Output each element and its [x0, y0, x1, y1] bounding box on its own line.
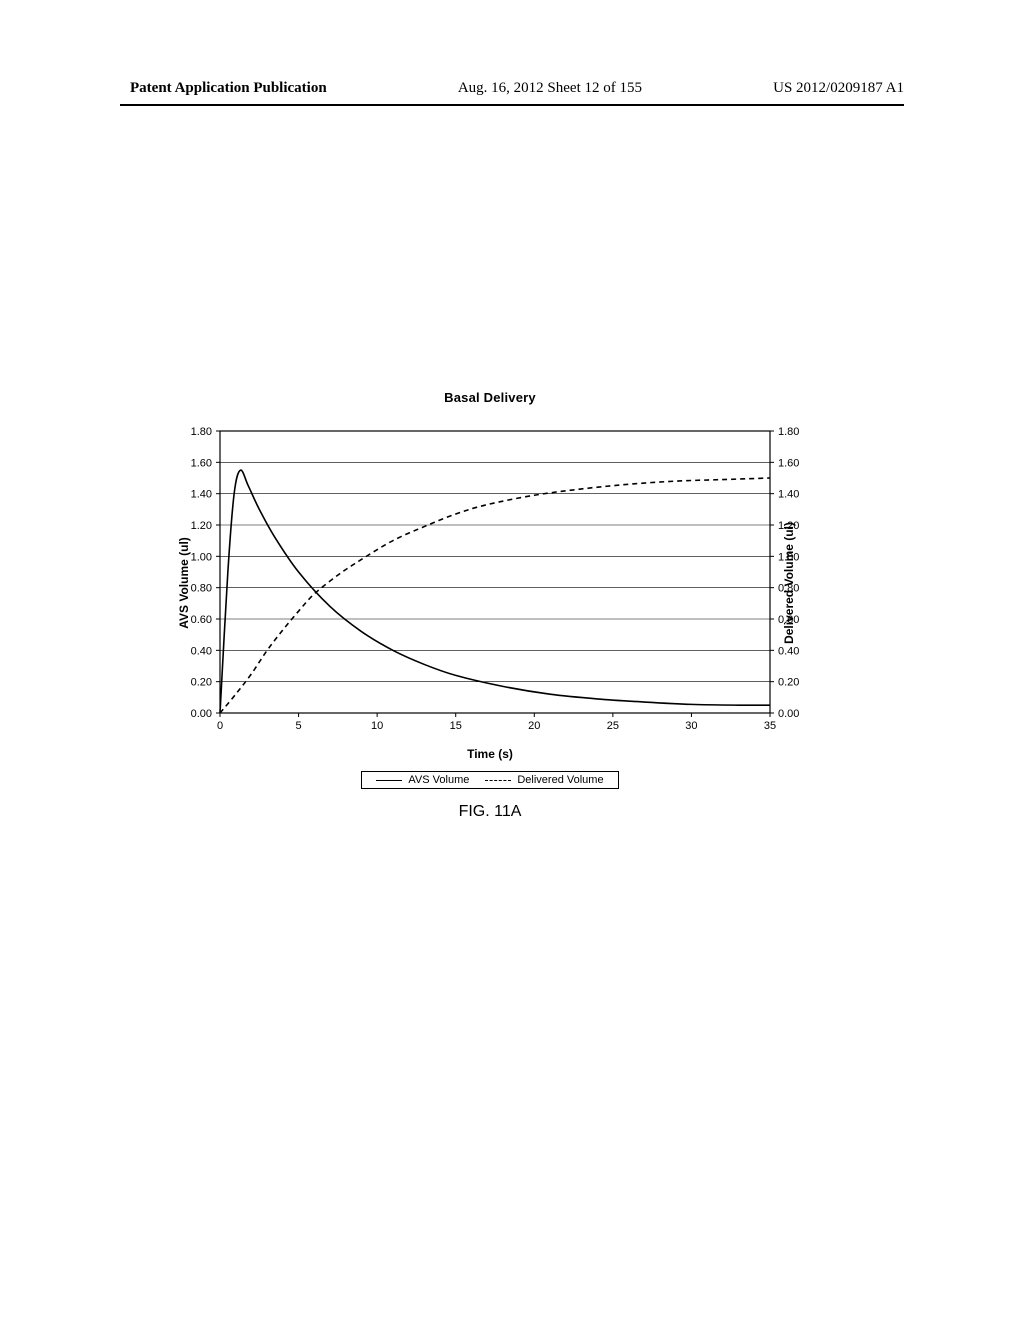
legend-item: Delivered Volume [485, 774, 603, 786]
svg-text:1.60: 1.60 [778, 457, 799, 469]
svg-text:1.20: 1.20 [191, 520, 212, 532]
svg-text:1.40: 1.40 [191, 489, 212, 501]
chart-container: Basal Delivery AVS Volume (ul) Delivered… [150, 390, 830, 821]
svg-text:0.00: 0.00 [191, 708, 212, 720]
page: Patent Application Publication Aug. 16, … [0, 0, 1024, 1320]
chart-svg: 0.000.000.200.200.400.400.600.600.800.80… [150, 423, 830, 743]
svg-text:20: 20 [528, 720, 540, 732]
svg-text:10: 10 [371, 720, 383, 732]
svg-text:1.60: 1.60 [191, 457, 212, 469]
svg-text:1.00: 1.00 [191, 551, 212, 563]
header-rule [120, 104, 904, 106]
svg-text:5: 5 [296, 720, 302, 732]
svg-text:30: 30 [685, 720, 697, 732]
header-right: US 2012/0209187 A1 [773, 80, 904, 97]
chart-legend: AVS Volume Delivered Volume [361, 771, 618, 789]
svg-text:0.20: 0.20 [191, 677, 212, 689]
svg-text:1.80: 1.80 [191, 426, 212, 438]
legend-swatch-icon [485, 780, 511, 781]
svg-text:0.40: 0.40 [191, 645, 212, 657]
chart-plot: AVS Volume (ul) Delivered Volume (ul) 0.… [150, 423, 830, 743]
legend-label: AVS Volume [408, 774, 469, 786]
svg-text:25: 25 [607, 720, 619, 732]
svg-text:0.60: 0.60 [191, 614, 212, 626]
legend-label: Delivered Volume [517, 774, 603, 786]
figure-caption: FIG. 11A [150, 803, 830, 821]
svg-text:0.80: 0.80 [191, 583, 212, 595]
y-axis-label-right: Delivered Volume (ul) [782, 522, 796, 644]
svg-text:1.80: 1.80 [778, 426, 799, 438]
svg-text:0.20: 0.20 [778, 677, 799, 689]
svg-text:15: 15 [450, 720, 462, 732]
legend-swatch-icon [376, 780, 402, 781]
svg-text:1.40: 1.40 [778, 489, 799, 501]
svg-text:35: 35 [764, 720, 776, 732]
y-axis-label-left: AVS Volume (ul) [177, 537, 191, 629]
legend-item: AVS Volume [376, 774, 469, 786]
x-axis-label: Time (s) [150, 747, 830, 761]
header-left: Patent Application Publication [130, 80, 327, 97]
svg-text:0.00: 0.00 [778, 708, 799, 720]
header-center: Aug. 16, 2012 Sheet 12 of 155 [458, 80, 642, 97]
svg-text:0.40: 0.40 [778, 645, 799, 657]
svg-text:0: 0 [217, 720, 223, 732]
chart-title: Basal Delivery [150, 390, 830, 405]
page-header: Patent Application Publication Aug. 16, … [0, 80, 1024, 97]
